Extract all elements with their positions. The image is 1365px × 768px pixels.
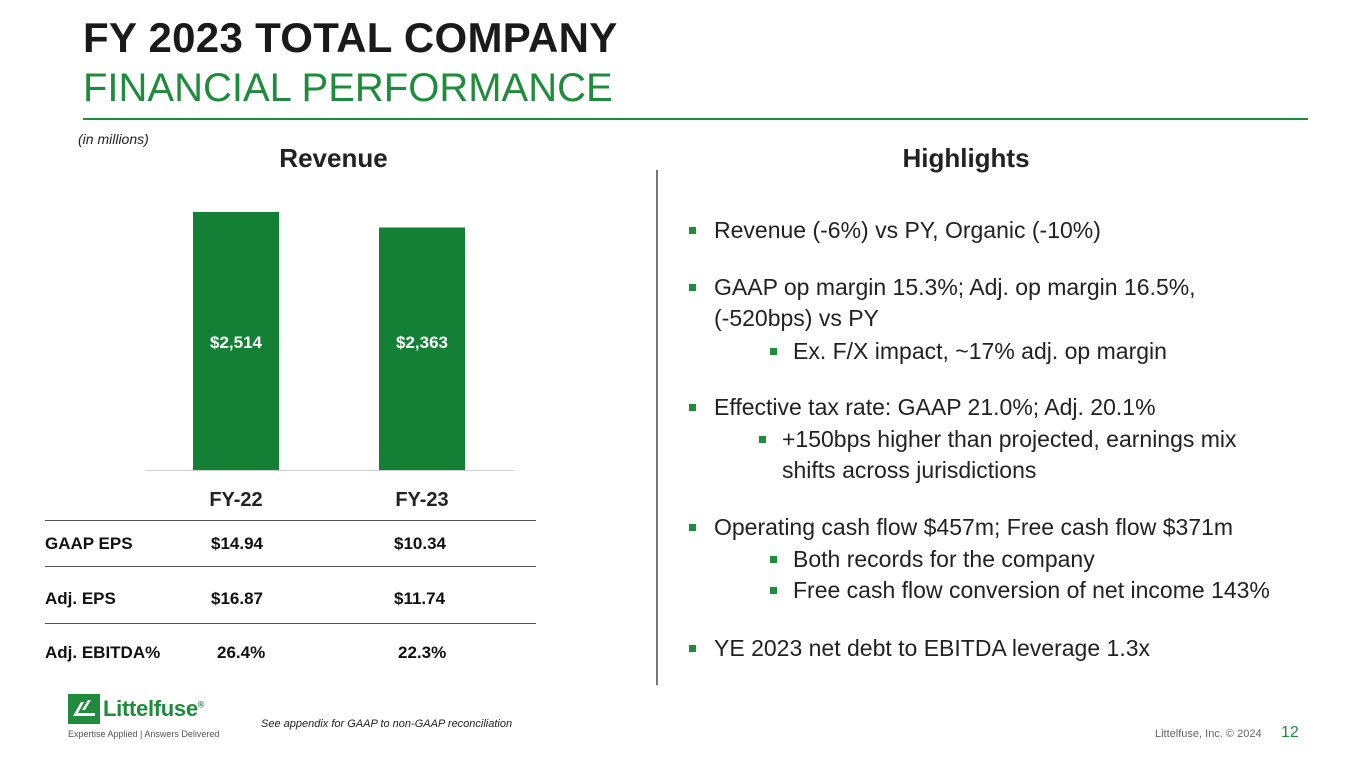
logo-wordmark: Littelfuse® xyxy=(103,696,205,721)
bullet-square-icon xyxy=(770,556,777,563)
metric-name-gaap-eps: GAAP EPS xyxy=(45,534,133,553)
bullet-square-icon xyxy=(689,404,696,411)
bullet-square-icon xyxy=(689,524,696,531)
highlight-text: Effective tax rate: GAAP 21.0%; Adj. 20.… xyxy=(714,394,1156,420)
copyright: Littelfuse, Inc. © 2024 xyxy=(1155,728,1262,740)
metric-gaap-eps-fy22: $14.94 xyxy=(211,534,263,553)
highlight-sub-bullet-tax: +150bps higher than projected, earnings … xyxy=(759,424,1237,486)
slide-subtitle: FINANCIAL PERFORMANCE xyxy=(83,66,613,110)
highlight-text: Operating cash flow $457m; Free cash flo… xyxy=(714,514,1234,540)
bullet-square-icon xyxy=(770,348,777,355)
highlight-text: shifts across jurisdictions xyxy=(782,457,1037,483)
metrics-divider-top xyxy=(45,520,536,521)
highlight-sub-bullet-records: Both records for the company xyxy=(770,544,1095,575)
title-rule xyxy=(83,118,1308,120)
bullet-square-icon xyxy=(689,284,696,291)
highlight-text: GAAP op margin 15.3%; Adj. op margin 16.… xyxy=(714,274,1196,300)
highlight-sub-bullet-fx: Ex. F/X impact, ~17% adj. op margin xyxy=(770,336,1167,367)
metric-adj-ebitda-fy23: 22.3% xyxy=(398,643,447,662)
highlight-bullet-cash-flow: Operating cash flow $457m; Free cash flo… xyxy=(689,512,1234,543)
metric-name-adj-ebitda: Adj. EBITDA% xyxy=(45,643,161,662)
metric-adj-eps-fy23: $11.74 xyxy=(394,589,446,608)
chart-title: Revenue xyxy=(279,143,388,173)
highlight-text: Revenue (-6%) vs PY, Organic (-10%) xyxy=(714,217,1101,243)
highlight-text: YE 2023 net debt to EBITDA leverage 1.3x xyxy=(714,635,1151,661)
page-number: 12 xyxy=(1281,724,1299,741)
metric-adj-ebitda-fy22: 26.4% xyxy=(217,643,266,662)
highlight-sub-bullet-fcf: Free cash flow conversion of net income … xyxy=(770,575,1270,606)
highlight-text: Ex. F/X impact, ~17% adj. op margin xyxy=(793,338,1167,364)
bar-fy-23 xyxy=(379,227,465,470)
bullet-square-icon xyxy=(689,645,696,652)
metrics-divider xyxy=(45,566,536,567)
slide-title: FY 2023 TOTAL COMPANY xyxy=(83,14,618,61)
category-label: FY-23 xyxy=(395,489,448,511)
highlight-text: Free cash flow conversion of net income … xyxy=(793,577,1270,603)
highlight-text: (-520bps) vs PY xyxy=(714,305,879,331)
metric-name-adj-eps: Adj. EPS xyxy=(45,589,116,608)
highlights-title: Highlights xyxy=(902,143,1030,173)
bar-fy-22 xyxy=(193,212,279,470)
highlight-bullet-op-margin: GAAP op margin 15.3%; Adj. op margin 16.… xyxy=(689,272,1196,334)
logo-tagline: Expertise Applied | Answers Delivered xyxy=(68,729,220,739)
metric-gaap-eps-fy23: $10.34 xyxy=(394,534,446,553)
highlight-text: +150bps higher than projected, earnings … xyxy=(782,426,1237,452)
highlight-bullet-tax-rate: Effective tax rate: GAAP 21.0%; Adj. 20.… xyxy=(689,392,1156,423)
highlight-bullet-revenue: Revenue (-6%) vs PY, Organic (-10%) xyxy=(689,215,1101,246)
bullet-square-icon xyxy=(770,587,777,594)
bullet-square-icon xyxy=(689,227,696,234)
metrics-divider xyxy=(45,623,536,624)
footnote: See appendix for GAAP to non-GAAP reconc… xyxy=(261,718,513,730)
category-label: FY-22 xyxy=(209,489,262,511)
bar-value-label: $2,514 xyxy=(210,333,263,352)
bar-value-label: $2,363 xyxy=(396,333,448,352)
column-divider xyxy=(656,170,658,685)
highlight-text: Both records for the company xyxy=(793,546,1095,572)
littelfuse-logo-icon xyxy=(68,694,100,724)
bullet-square-icon xyxy=(759,436,766,443)
metric-adj-eps-fy22: $16.87 xyxy=(211,589,263,608)
units-note: (in millions) xyxy=(78,131,149,147)
revenue-bar-chart: $2,514 FY-22 $2,363 FY-23 xyxy=(145,212,514,511)
highlight-bullet-leverage: YE 2023 net debt to EBITDA leverage 1.3x xyxy=(689,633,1151,664)
